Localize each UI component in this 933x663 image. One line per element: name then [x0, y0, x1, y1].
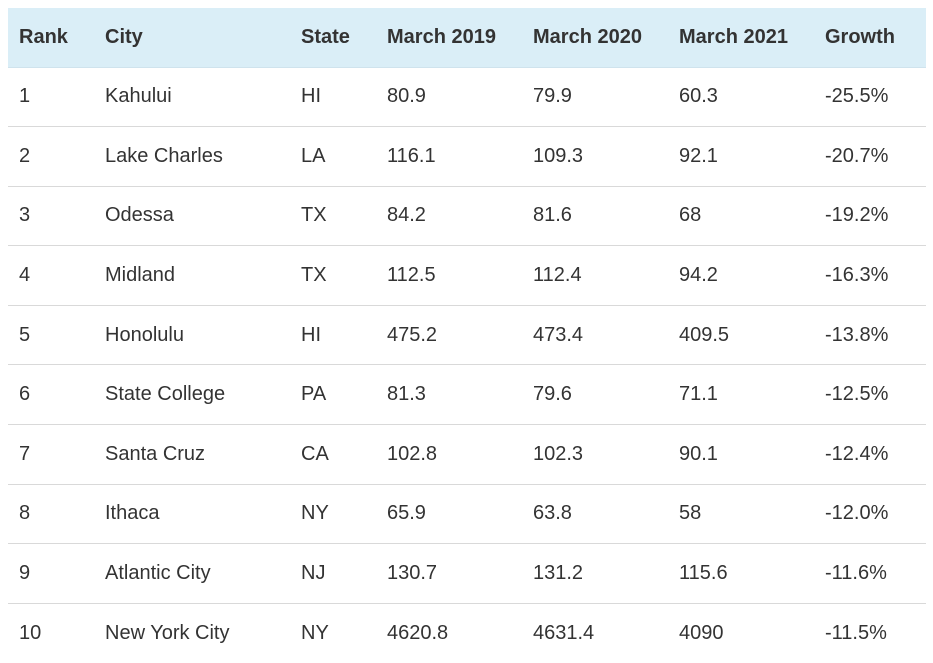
cell-city: New York City: [105, 621, 230, 644]
cell-city: Lake Charles: [105, 144, 223, 167]
cell-rank: 3: [19, 204, 31, 227]
cell-rank: 9: [19, 562, 31, 585]
cell-rank: 6: [19, 383, 31, 406]
cell-city: Midland: [105, 264, 176, 287]
cell-city: Kahului: [105, 85, 172, 108]
cell-march-2021: 90.1: [679, 442, 718, 465]
table-row: 1 Kahului HI 80.9 79.9 60.3 -25.5%: [8, 67, 926, 127]
cell-march-2019: 475.2: [387, 323, 438, 346]
cell-march-2020: 102.3: [533, 442, 584, 465]
cell-growth: -11.6%: [825, 562, 887, 585]
cell-rank: 5: [19, 323, 31, 346]
table-row: 2 Lake Charles LA 116.1 109.3 92.1 -20.7…: [8, 126, 926, 187]
cell-march-2019: 102.8: [387, 442, 438, 465]
cell-growth: -13.8%: [825, 323, 889, 346]
cell-state: TX: [301, 204, 327, 227]
cell-state: LA: [301, 144, 326, 167]
cell-march-2019: 116.1: [387, 144, 436, 167]
cell-march-2019: 112.5: [387, 264, 436, 287]
table-row: 3 Odessa TX 84.2 81.6 68 -19.2%: [8, 186, 926, 246]
table-row: 5 Honolulu HI 475.2 473.4 409.5 -13.8%: [8, 305, 926, 365]
cell-march-2019: 80.9: [387, 85, 426, 108]
header-march-2020: March 2020: [533, 8, 679, 68]
cell-state: NJ: [301, 562, 326, 585]
cell-city: Santa Cruz: [105, 442, 206, 465]
cell-march-2019: 81.3: [387, 383, 426, 406]
cell-rank: 2: [19, 144, 31, 167]
cell-march-2020: 473.4: [533, 323, 584, 346]
header-row: Rank City State March 2019 March 2020 Ma…: [8, 8, 926, 68]
cell-growth: -12.5%: [825, 383, 889, 406]
table-row: 4 Midland TX 112.5 112.4 94.2 -16.3%: [8, 245, 926, 306]
cell-march-2021: 71.1: [679, 383, 718, 406]
cell-march-2019: 84.2: [387, 204, 426, 227]
cell-rank: 8: [19, 502, 31, 525]
cell-city: State College: [105, 383, 226, 406]
cell-growth: -20.7%: [825, 144, 889, 167]
cell-march-2021: 92.1: [679, 144, 718, 167]
cell-march-2020: 109.3: [533, 144, 584, 167]
cell-growth: -11.5%: [825, 621, 887, 644]
cell-growth: -16.3%: [825, 264, 889, 287]
cell-state: HI: [301, 323, 321, 346]
cell-city: Ithaca: [105, 502, 160, 525]
cell-rank: 10: [19, 621, 42, 644]
cell-march-2021: 68: [679, 204, 702, 227]
cell-march-2021: 94.2: [679, 264, 718, 287]
cell-rank: 4: [19, 264, 31, 287]
cell-state: HI: [301, 85, 321, 108]
cell-rank: 1: [19, 85, 31, 108]
cell-march-2020: 112.4: [533, 264, 582, 287]
cell-march-2021: 115.6: [679, 562, 728, 585]
cell-growth: -12.4%: [825, 442, 889, 465]
header-growth: Growth: [825, 8, 926, 68]
cell-march-2020: 131.2: [533, 562, 584, 585]
cell-march-2019: 130.7: [387, 562, 438, 585]
cell-march-2021: 4090: [679, 621, 724, 644]
cell-march-2021: 409.5: [679, 323, 730, 346]
cell-march-2019: 65.9: [387, 502, 426, 525]
table-row: 10 New York City NY 4620.8 4631.4 4090 -…: [8, 603, 926, 663]
cell-city: Atlantic City: [105, 562, 211, 585]
table-row: 9 Atlantic City NJ 130.7 131.2 115.6 -11…: [8, 543, 926, 604]
cell-state: PA: [301, 383, 327, 406]
cell-march-2019: 4620.8: [387, 621, 449, 644]
cell-growth: -19.2%: [825, 204, 889, 227]
cell-state: TX: [301, 264, 327, 287]
cell-state: NY: [301, 621, 329, 644]
cell-state: NY: [301, 502, 329, 525]
city-growth-table: Rank City State March 2019 March 2020 Ma…: [8, 8, 926, 663]
cell-march-2020: 79.6: [533, 383, 572, 406]
table-header: Rank City State March 2019 March 2020 Ma…: [8, 8, 926, 68]
header-march-2019: March 2019: [387, 8, 533, 68]
header-rank: Rank: [8, 8, 105, 68]
table-row: 8 Ithaca NY 65.9 63.8 58 -12.0%: [8, 484, 926, 544]
cell-state: CA: [301, 442, 329, 465]
cell-growth: -12.0%: [825, 502, 889, 525]
cell-march-2020: 79.9: [533, 85, 572, 108]
table-row: 7 Santa Cruz CA 102.8 102.3 90.1 -12.4%: [8, 424, 926, 485]
cell-city: Odessa: [105, 204, 174, 227]
cell-city: Honolulu: [105, 323, 184, 346]
table-body: 1 Kahului HI 80.9 79.9 60.3 -25.5% 2 Lak…: [8, 67, 926, 663]
table-row: 6 State College PA 81.3 79.6 71.1 -12.5%: [8, 364, 926, 425]
cell-march-2020: 4631.4: [533, 621, 595, 644]
data-table-container: Rank City State March 2019 March 2020 Ma…: [8, 8, 926, 663]
header-city: City: [105, 8, 301, 68]
cell-march-2020: 81.6: [533, 204, 572, 227]
header-march-2021: March 2021: [679, 8, 825, 68]
cell-march-2021: 58: [679, 502, 702, 525]
cell-march-2020: 63.8: [533, 502, 572, 525]
cell-growth: -25.5%: [825, 85, 889, 108]
cell-march-2021: 60.3: [679, 85, 718, 108]
cell-rank: 7: [19, 442, 31, 465]
header-state: State: [301, 8, 387, 68]
